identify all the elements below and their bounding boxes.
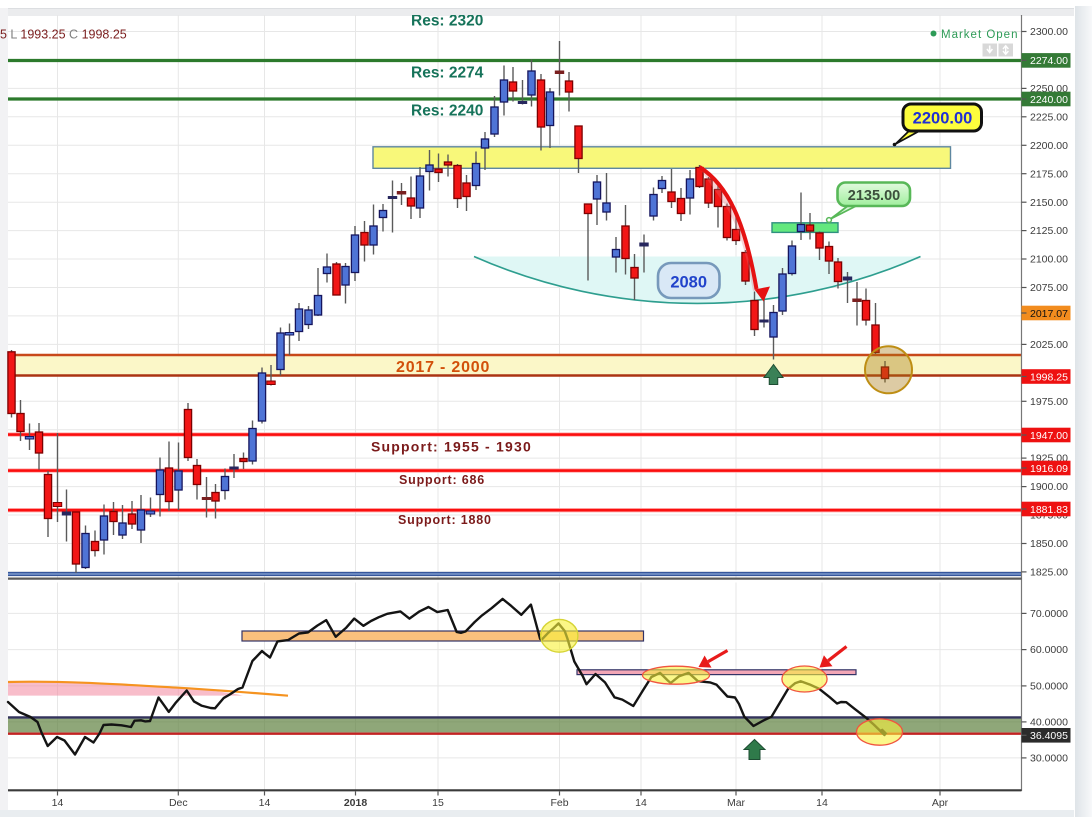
svg-text:2225.00: 2225.00	[1030, 111, 1068, 123]
svg-text:50.0000: 50.0000	[1030, 681, 1068, 693]
svg-text:1900.00: 1900.00	[1030, 481, 1068, 493]
svg-text:Res: 2240: Res: 2240	[411, 103, 483, 120]
svg-text:2200.00: 2200.00	[913, 110, 973, 128]
svg-text:1825.00: 1825.00	[1030, 567, 1068, 579]
svg-text:Apr: Apr	[932, 797, 949, 809]
svg-text:Res: 2320: Res: 2320	[411, 13, 483, 30]
svg-text:Support: 1955 - 1930: Support: 1955 - 1930	[371, 439, 532, 455]
svg-text:Res: 2274: Res: 2274	[411, 65, 484, 82]
svg-text:14: 14	[816, 797, 828, 809]
svg-text:70.0000: 70.0000	[1030, 608, 1068, 620]
svg-text:2017 - 2000: 2017 - 2000	[396, 359, 490, 376]
svg-text:40.0000: 40.0000	[1030, 717, 1068, 729]
svg-text:2200.00: 2200.00	[1030, 140, 1068, 152]
svg-text:14: 14	[259, 797, 271, 809]
svg-text:2017.07: 2017.07	[1030, 308, 1068, 320]
svg-text:2300.00: 2300.00	[1030, 26, 1068, 38]
svg-text:2274.00: 2274.00	[1030, 55, 1068, 67]
svg-text:Support: 1880: Support: 1880	[398, 513, 492, 527]
svg-text:Market Open: Market Open	[941, 29, 1018, 41]
svg-text:15: 15	[432, 797, 444, 809]
svg-text:1881.83: 1881.83	[1030, 504, 1068, 516]
svg-text:30.0000: 30.0000	[1030, 753, 1068, 765]
svg-text:2150.00: 2150.00	[1030, 197, 1068, 209]
svg-text:2080: 2080	[670, 274, 707, 292]
svg-text:2135.00: 2135.00	[848, 188, 900, 204]
svg-text:2018: 2018	[344, 797, 368, 809]
svg-text:1916.09: 1916.09	[1030, 463, 1068, 475]
svg-text:2100.00: 2100.00	[1030, 254, 1068, 266]
svg-text:5 L 1993.25 C 1998.25: 5 L 1993.25 C 1998.25	[0, 28, 127, 42]
svg-text:14: 14	[635, 797, 647, 809]
svg-text:Dec: Dec	[169, 797, 188, 809]
svg-text:Support: 686: Support: 686	[399, 473, 485, 487]
svg-text:1850.00: 1850.00	[1030, 538, 1068, 550]
svg-text:2125.00: 2125.00	[1030, 225, 1068, 237]
svg-text:14: 14	[52, 797, 64, 809]
svg-text:2025.00: 2025.00	[1030, 339, 1068, 351]
svg-text:36.4095: 36.4095	[1030, 730, 1068, 742]
svg-text:60.0000: 60.0000	[1030, 644, 1068, 656]
svg-text:2240.00: 2240.00	[1030, 94, 1068, 106]
svg-text:1998.25: 1998.25	[1030, 371, 1068, 383]
svg-text:2175.00: 2175.00	[1030, 168, 1068, 180]
svg-text:1947.00: 1947.00	[1030, 430, 1068, 442]
svg-text:2075.00: 2075.00	[1030, 282, 1068, 294]
svg-text:Feb: Feb	[550, 797, 568, 809]
svg-text:1975.00: 1975.00	[1030, 396, 1068, 408]
svg-text:Mar: Mar	[727, 797, 746, 809]
